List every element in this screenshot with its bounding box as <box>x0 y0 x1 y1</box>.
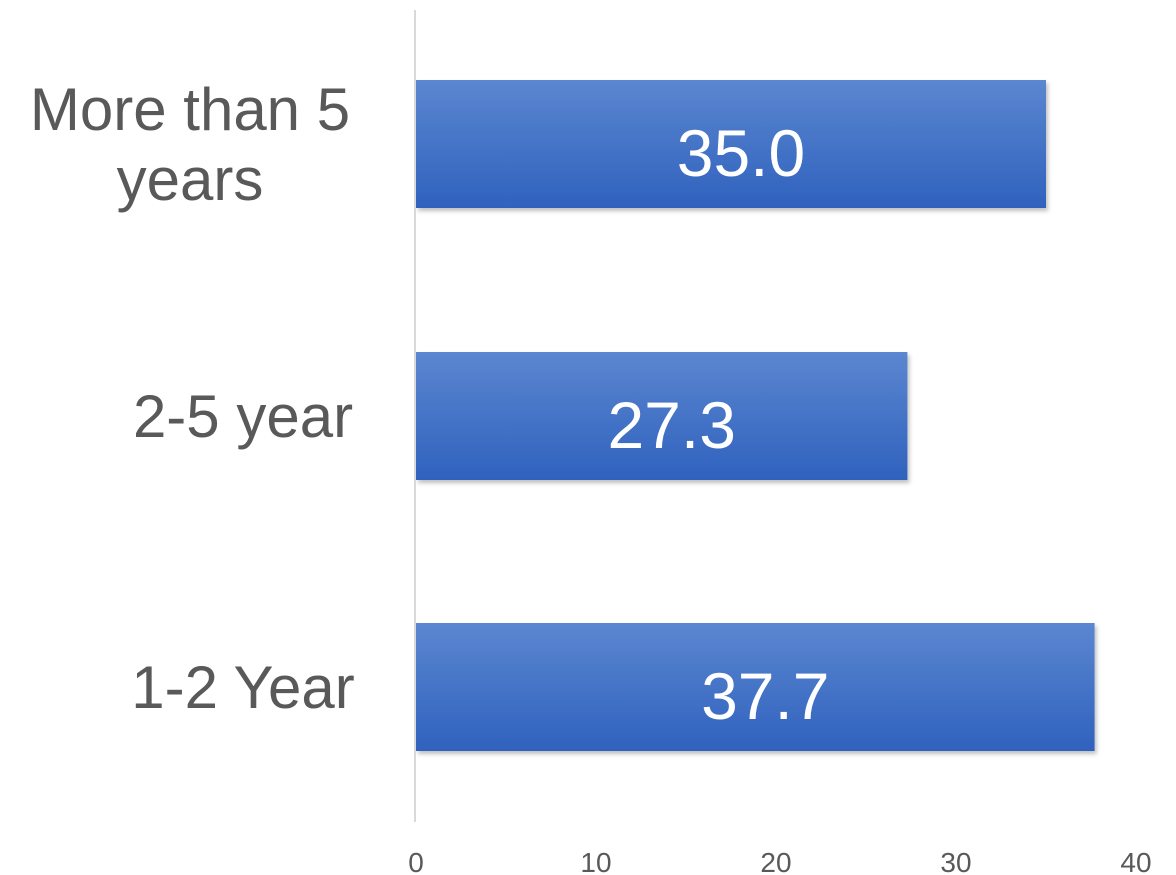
category-label-line: years <box>117 146 264 213</box>
labels-group: More than 5 years 2-5 year 1-2 Year <box>30 76 355 721</box>
bar-3 <box>416 623 1095 751</box>
x-tick-label-30: 30 <box>940 847 971 875</box>
x-tick-label-20: 20 <box>760 847 791 875</box>
bar-2 <box>416 352 908 480</box>
x-tick-label-10: 10 <box>580 847 611 875</box>
category-label-line: More than 5 <box>30 76 350 143</box>
tick-labels-group: 0 10 20 30 40 <box>408 847 1151 875</box>
data-label-3: 37.7 <box>701 659 829 733</box>
bars-group: 35.0 27.3 37.7 <box>416 80 1095 751</box>
x-tick-label-40: 40 <box>1120 847 1151 875</box>
category-label-1: More than 5 years <box>30 76 350 213</box>
category-label-line: 1-2 Year <box>131 654 355 721</box>
category-label-line: 2-5 year <box>133 383 353 450</box>
data-label-2: 27.3 <box>607 388 735 462</box>
x-tick-label-0: 0 <box>408 847 424 875</box>
category-label-3: 1-2 Year <box>131 654 355 721</box>
category-label-2: 2-5 year <box>133 383 353 450</box>
bar-1 <box>416 80 1046 208</box>
data-label-1: 35.0 <box>677 116 805 190</box>
